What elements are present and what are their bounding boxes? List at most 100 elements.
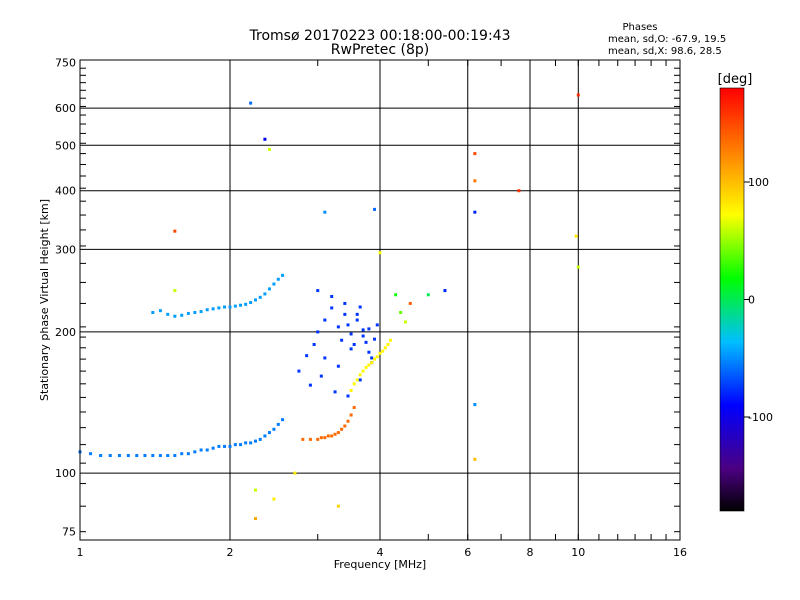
data-point [239, 303, 243, 307]
data-point [173, 454, 177, 458]
data-point [358, 373, 362, 377]
data-point [199, 310, 203, 314]
data-point [361, 328, 365, 332]
x-axis-label: Frequency [MHz] [334, 558, 426, 571]
data-point [403, 320, 407, 324]
data-point [249, 441, 253, 445]
stats-line-x: mean, sd,X: 98.6, 28.5 [608, 46, 722, 57]
data-point [330, 294, 334, 298]
data-point [378, 351, 382, 355]
data-point [316, 437, 320, 441]
data-point [293, 471, 297, 475]
data-point [253, 488, 257, 492]
data-point [297, 369, 301, 373]
colorbar-ticks: 100 0 -100 [744, 176, 773, 424]
y-tick-label: 300 [55, 243, 76, 256]
data-point [352, 405, 356, 409]
data-point [373, 337, 377, 341]
data-point [346, 323, 350, 327]
x-tick-label: 2 [227, 546, 234, 559]
y-tick-label: 400 [55, 185, 76, 198]
data-point [373, 207, 377, 211]
data-point [336, 364, 340, 368]
data-point [135, 454, 139, 458]
data-point [223, 305, 227, 309]
data-point [173, 314, 177, 318]
data-point [367, 350, 371, 354]
data-point [330, 434, 334, 438]
data-point [173, 289, 177, 293]
data-point [258, 437, 262, 441]
data-point [267, 147, 271, 151]
data-point [228, 305, 232, 309]
y-tick-label: 100 [55, 467, 76, 480]
data-point [99, 454, 103, 458]
data-point [316, 289, 320, 293]
data-point [319, 374, 323, 378]
chart-title: Tromsø 20170223 00:18:00-00:19:43 [249, 28, 511, 44]
data-point [151, 310, 155, 314]
data-point [267, 287, 271, 291]
y-tick-labels: 75 100 200 300 400 500 600 750 [55, 57, 76, 539]
data-point [205, 448, 209, 452]
data-point [276, 277, 280, 281]
data-point [233, 304, 237, 308]
data-point [166, 454, 170, 458]
data-point [323, 210, 327, 214]
data-point [394, 293, 398, 297]
data-point [473, 457, 477, 461]
data-point [408, 301, 412, 305]
data-point [158, 309, 162, 313]
plot-frame [79, 59, 681, 541]
data-point [117, 454, 121, 458]
data-point [340, 338, 344, 342]
data-point [333, 390, 337, 394]
y-tick-label: 75 [62, 526, 76, 539]
data-point [364, 365, 368, 369]
grid-lines [80, 60, 680, 540]
data-point [108, 454, 112, 458]
data-point [253, 517, 257, 521]
data-point [326, 434, 330, 438]
data-point [346, 419, 350, 423]
data-point [340, 427, 344, 431]
data-point [323, 318, 327, 322]
data-points [78, 93, 580, 521]
y-tick-label: 750 [55, 57, 76, 70]
data-point [323, 356, 327, 360]
colorbar-tick-label: -100 [748, 411, 773, 424]
data-point [217, 444, 221, 448]
data-point [367, 327, 371, 331]
x-tick-label: 16 [673, 546, 687, 559]
data-point [399, 310, 403, 314]
data-point [223, 444, 227, 448]
data-point [319, 436, 323, 440]
data-point [349, 332, 353, 336]
data-point [373, 357, 377, 361]
colorbar [719, 87, 745, 512]
data-point [386, 343, 390, 347]
data-point [173, 229, 177, 233]
data-point [272, 497, 276, 501]
data-point [473, 152, 477, 156]
data-point [349, 389, 353, 393]
data-point [343, 424, 347, 428]
data-point [276, 422, 280, 426]
data-point [217, 306, 221, 310]
data-point [323, 436, 327, 440]
data-point [186, 452, 190, 456]
data-point [517, 189, 521, 193]
data-point [233, 443, 237, 447]
y-tick-label: 200 [55, 326, 76, 339]
x-tick-label: 6 [464, 546, 471, 559]
y-tick-label: 500 [55, 139, 76, 152]
data-point [211, 307, 215, 311]
data-point [574, 234, 578, 238]
x-tick-labels: 1 2 4 6 8 10 16 [77, 546, 688, 559]
data-point [281, 418, 285, 422]
data-point [349, 413, 353, 417]
x-tick-label: 1 [77, 546, 84, 559]
data-point [186, 311, 190, 315]
data-point [316, 330, 320, 334]
data-point [336, 504, 340, 508]
